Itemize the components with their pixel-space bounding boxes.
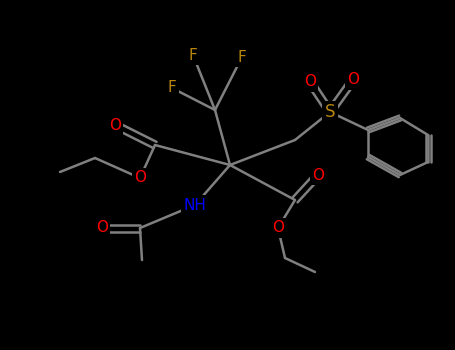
Text: ─: ─ — [90, 153, 96, 163]
Text: F: F — [189, 48, 197, 63]
Text: O: O — [347, 72, 359, 88]
Text: O: O — [304, 75, 316, 90]
Text: S: S — [325, 103, 335, 121]
Text: F: F — [238, 49, 246, 64]
Text: O: O — [272, 220, 284, 236]
Text: O: O — [312, 168, 324, 182]
Text: O: O — [96, 220, 108, 236]
Text: O: O — [109, 118, 121, 133]
Text: O: O — [134, 170, 146, 186]
Text: F: F — [167, 80, 177, 96]
Text: NH: NH — [183, 197, 207, 212]
